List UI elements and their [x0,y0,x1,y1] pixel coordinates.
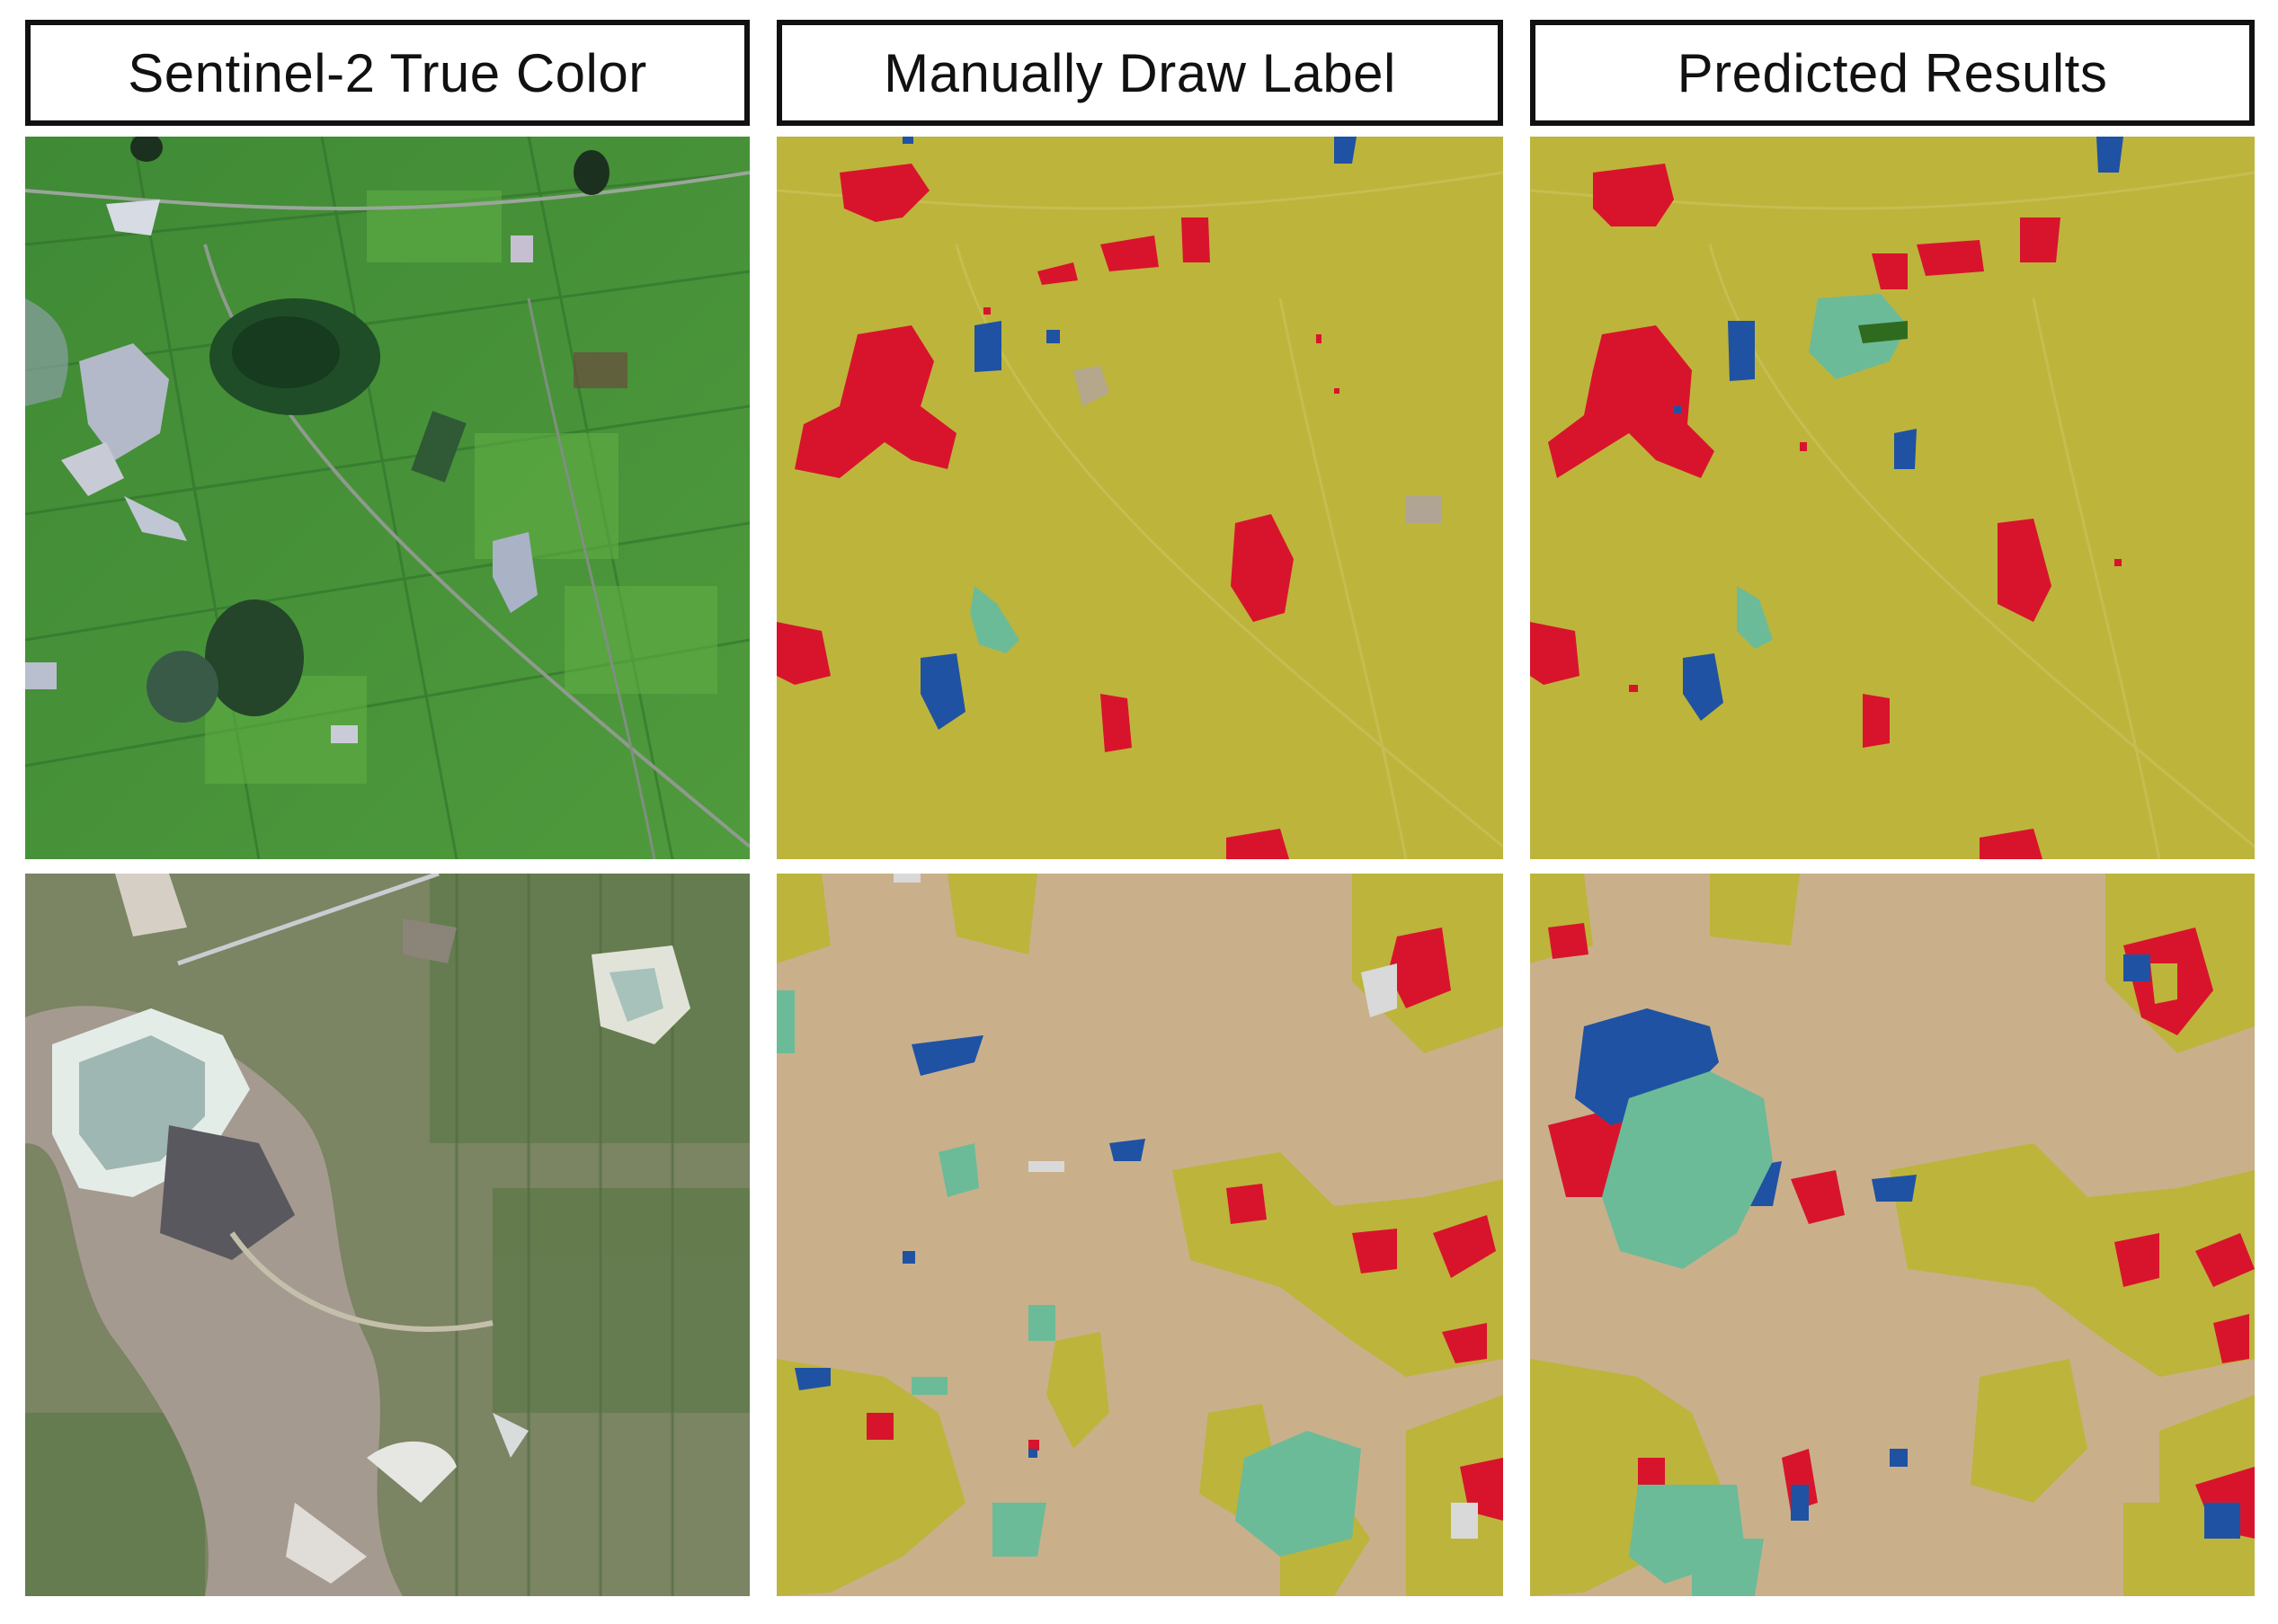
prediction-map-mining [1530,874,2255,1596]
satellite-image-rural [25,137,750,859]
prediction-map-rural [1530,137,2255,859]
column-header-predicted: Predicted Results [1530,20,2255,126]
satellite-image-mining [25,874,750,1596]
label-map-mining [777,874,1503,1596]
label-map-rural [777,137,1503,859]
column-header-manual-label: Manually Draw Label [777,20,1503,126]
column-header-true-color: Sentinel-2 True Color [25,20,750,126]
